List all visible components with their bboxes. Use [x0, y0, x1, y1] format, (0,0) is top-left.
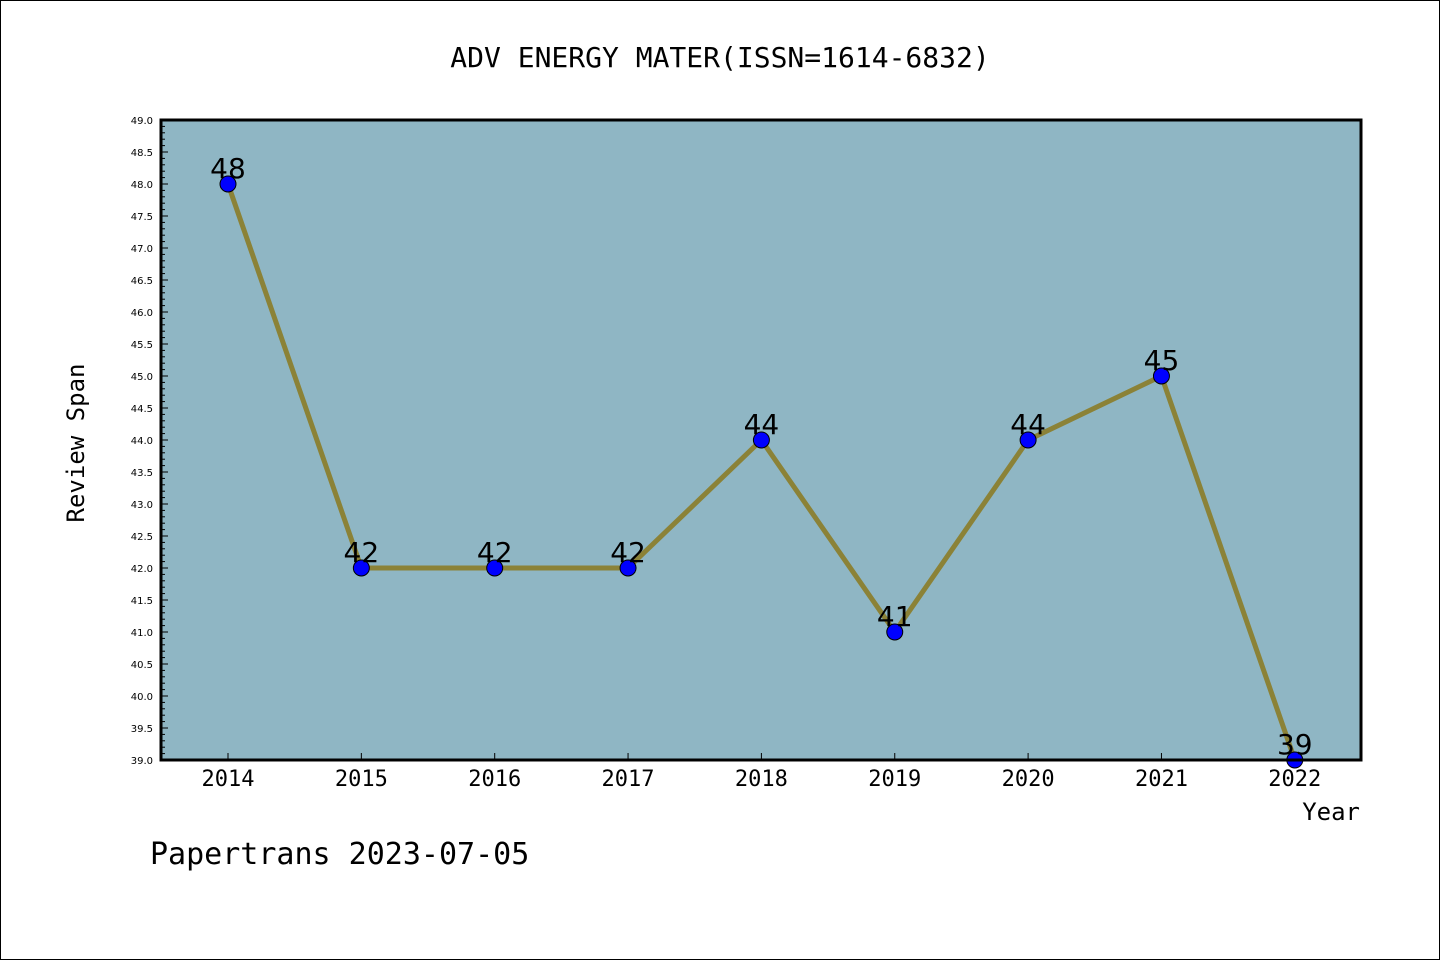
- y-tick-label: 41.5: [131, 596, 153, 607]
- data-label: 44: [1010, 408, 1046, 441]
- data-label: 48: [210, 152, 246, 185]
- y-tick-label: 47.5: [131, 212, 153, 223]
- data-labels: 48 42 42 42 44 41 44 45 39: [210, 152, 1312, 761]
- y-tick-label: 47.0: [131, 244, 153, 255]
- y-tick-label: 48.5: [131, 148, 153, 159]
- x-tick-label: 2019: [868, 767, 921, 792]
- data-label: 41: [877, 600, 913, 633]
- data-point: [1019, 431, 1037, 449]
- watermark: Papertrans 2023-07-05: [150, 837, 529, 872]
- chart-title: ADV ENERGY MATER(ISSN=1614-6832): [450, 41, 989, 74]
- data-label: 39: [1277, 728, 1313, 761]
- data-label: 42: [344, 536, 380, 569]
- y-tick-label: 42.0: [131, 564, 153, 575]
- data-point: [1152, 367, 1170, 385]
- data-point: [752, 431, 770, 449]
- y-tick-label: 45.0: [131, 372, 153, 383]
- x-tick-label: 2018: [735, 767, 788, 792]
- x-tick-label: 2020: [1002, 767, 1055, 792]
- y-tick-label: 39.5: [131, 724, 153, 735]
- y-axis-label: Review Span: [62, 364, 90, 523]
- x-axis: 2014 2015 2016 2017 2018 2019 2020 2021 2022: [202, 753, 1321, 792]
- y-tick-label: 48.0: [131, 180, 153, 191]
- x-tick-label: 2014: [202, 767, 255, 792]
- x-tick-label: 2016: [468, 767, 521, 792]
- x-axis-label: Year: [1302, 798, 1360, 826]
- data-label: 44: [744, 408, 780, 441]
- y-tick-label: 46.0: [131, 308, 153, 319]
- y-tick-label: 45.5: [131, 340, 153, 351]
- x-tick-label: 2015: [335, 767, 388, 792]
- y-axis: 39.0 39.5 40.0 40.5 41.0 41.5 42.0 42.5 43.0 43.5…: [131, 116, 168, 767]
- data-label: 42: [610, 536, 646, 569]
- x-tick-label: 2022: [1268, 767, 1321, 792]
- y-tick-label: 43.5: [131, 468, 153, 479]
- y-tick-label: 41.0: [131, 628, 153, 639]
- y-tick-label: 46.5: [131, 276, 153, 287]
- data-point: [619, 559, 637, 577]
- y-tick-label: 44.0: [131, 436, 153, 447]
- plot-border: [159, 118, 1363, 762]
- x-tick-label: 2017: [602, 767, 655, 792]
- y-tick-label: 44.5: [131, 404, 153, 415]
- x-tick-label: 2021: [1135, 767, 1188, 792]
- data-points: [219, 175, 1304, 769]
- y-tick-label: 39.0: [131, 756, 153, 767]
- data-point: [486, 559, 504, 577]
- y-tick-label: 49.0: [131, 116, 153, 127]
- data-point: [219, 175, 237, 193]
- y-tick-label: 43.0: [131, 500, 153, 511]
- y-tick-label: 40.5: [131, 660, 153, 671]
- y-tick-label: 40.0: [131, 692, 153, 703]
- data-label: 42: [477, 536, 513, 569]
- data-point: [886, 623, 904, 641]
- y-tick-label: 42.5: [131, 532, 153, 543]
- data-label: 45: [1144, 344, 1180, 377]
- data-point: [352, 559, 370, 577]
